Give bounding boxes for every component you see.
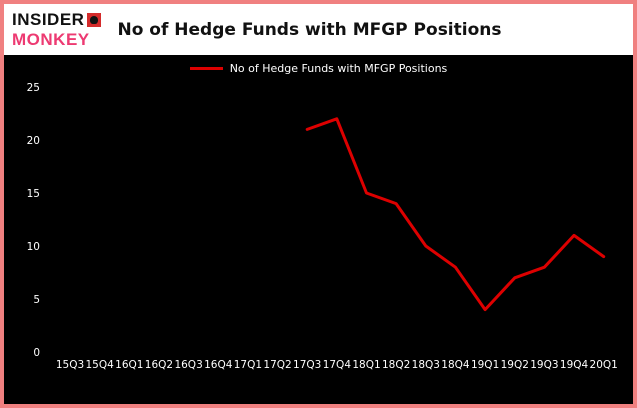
x-tick-label: 17Q1	[234, 359, 262, 371]
x-tick-label: 15Q4	[85, 359, 114, 371]
x-tick-label: 17Q4	[323, 359, 352, 371]
x-tick-label: 17Q3	[293, 359, 321, 371]
monkey-icon	[87, 12, 102, 27]
x-tick-label: 16Q3	[174, 359, 202, 371]
chart-title: No of Hedge Funds with MFGP Positions	[117, 19, 502, 40]
x-tick-label: 18Q4	[441, 359, 470, 371]
y-tick-label: 25	[27, 82, 40, 94]
logo-text-monkey: MONKEY	[12, 30, 90, 49]
x-tick-label: 16Q1	[115, 359, 143, 371]
y-tick-label: 10	[27, 241, 40, 253]
y-tick-label: 20	[27, 135, 40, 147]
x-tick-label: 16Q4	[204, 359, 233, 371]
x-tick-label: 18Q2	[382, 359, 410, 371]
x-tick-label: 18Q3	[412, 359, 440, 371]
hedge-fund-count-line	[305, 117, 606, 312]
header: INSIDER MONKEY No of Hedge Funds with MF…	[4, 4, 633, 55]
y-tick-label: 15	[27, 188, 40, 200]
x-tick-label: 17Q2	[263, 359, 291, 371]
y-tick-label: 5	[33, 294, 40, 306]
x-tick-label: 19Q1	[471, 359, 499, 371]
logo-top-row: INSIDER	[12, 10, 102, 29]
x-tick-label: 15Q3	[56, 359, 84, 371]
x-tick-label: 19Q3	[530, 359, 558, 371]
x-tick-label: 18Q1	[352, 359, 380, 371]
x-tick-label: 16Q2	[145, 359, 173, 371]
y-tick-label: 0	[33, 347, 40, 359]
x-tick-label: 20Q1	[590, 359, 618, 371]
insider-monkey-logo: INSIDER MONKEY	[12, 10, 102, 49]
x-tick-label: 19Q2	[501, 359, 529, 371]
x-tick-label: 19Q4	[560, 359, 589, 371]
logo-text-insider: INSIDER	[12, 10, 85, 29]
